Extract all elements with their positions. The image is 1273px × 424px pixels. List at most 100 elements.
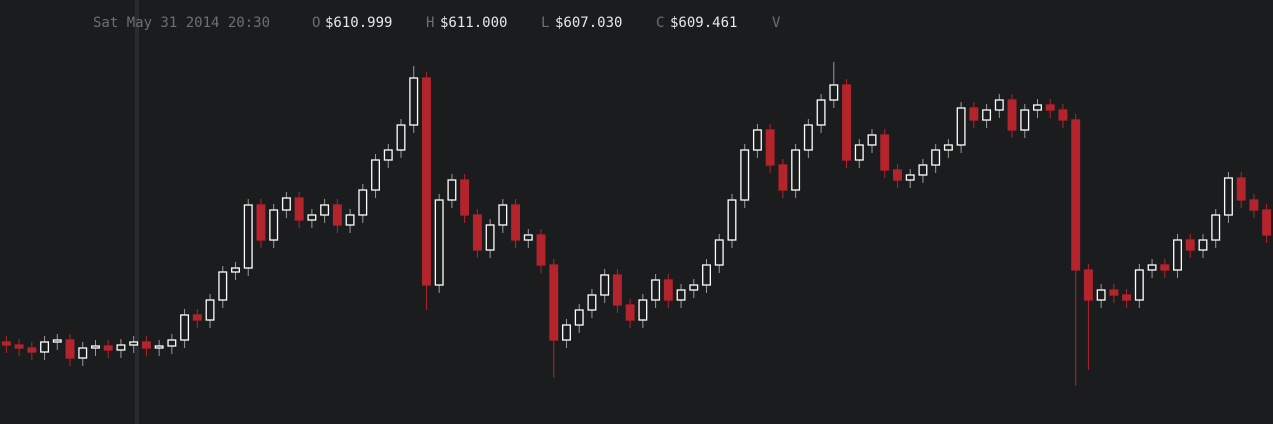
candle-body [549, 264, 559, 341]
candle-body [791, 149, 801, 191]
candle-body [892, 169, 902, 181]
candle-body [574, 309, 584, 326]
candle-body [1134, 269, 1144, 301]
candle-body [854, 144, 864, 161]
candle-body [702, 264, 711, 286]
candle-body [727, 199, 737, 241]
candle-body [307, 214, 317, 221]
candle-body [587, 294, 597, 311]
candle-body [1236, 177, 1246, 201]
candle-body [421, 77, 431, 286]
candle-body [1249, 199, 1259, 211]
candle-body [905, 174, 915, 181]
ohlc-key: O [312, 15, 320, 31]
candle-body [1020, 109, 1030, 131]
candle-body [281, 197, 291, 211]
candle-body [320, 204, 330, 216]
candle-body [1147, 264, 1157, 271]
candle-body [740, 149, 750, 201]
candle-body [982, 109, 992, 121]
candle-body [129, 341, 139, 346]
candle-body [231, 267, 240, 273]
candle-body [816, 99, 826, 126]
candle-body [1033, 104, 1042, 111]
candle-body [358, 189, 368, 216]
candle-body [154, 345, 164, 349]
candle-body [205, 299, 215, 321]
ohlc-key: C [656, 15, 664, 31]
candle-body [1007, 99, 1017, 131]
candle-body [1071, 119, 1081, 271]
candle-body [931, 149, 941, 166]
candle-body [842, 84, 852, 161]
candle-body [600, 274, 610, 296]
candle-body [485, 224, 495, 251]
candle-body [1198, 239, 1208, 251]
candle-body [1223, 177, 1233, 216]
candle-body [141, 341, 151, 349]
candle-body [1109, 289, 1119, 296]
candle-body [638, 299, 648, 321]
candle-body [663, 279, 673, 301]
candle-body [371, 159, 381, 191]
candle-body [829, 84, 839, 101]
candle-body [269, 209, 279, 241]
candle-body [409, 77, 419, 126]
candle-body [167, 339, 177, 347]
candle-body [1, 341, 11, 346]
candle-body [943, 144, 953, 151]
candle-body [498, 204, 508, 226]
candle-body [1096, 289, 1106, 301]
candle-body [447, 179, 457, 201]
candle-body [676, 289, 686, 301]
candle-body [867, 134, 877, 146]
ohlc-key: H [426, 15, 434, 31]
candle-body [562, 324, 571, 341]
candle-body [192, 314, 202, 321]
ohlc-value: $610.999 [325, 15, 392, 31]
candle-body [396, 124, 406, 151]
candle-body [612, 274, 622, 306]
ohlc-value: $607.030 [555, 15, 622, 31]
candle-body [14, 344, 24, 349]
candle-body [78, 347, 88, 359]
candle-body [256, 204, 266, 241]
candle-body [218, 271, 228, 301]
candle-body [689, 284, 699, 291]
candle-body [994, 99, 1004, 111]
candle-body [345, 214, 355, 226]
candle-body [752, 129, 762, 151]
candle-body [460, 179, 470, 216]
candle-body [1122, 294, 1132, 301]
ohlc-key: L [541, 15, 549, 31]
candle-body [1160, 264, 1170, 271]
header: Sat May 31 2014 20:30 O $610.999 H $611.… [93, 15, 781, 31]
candle-body [523, 234, 533, 241]
candle-body [40, 341, 50, 353]
candle-body [625, 304, 635, 321]
candle-body [91, 345, 100, 349]
candle-body [116, 344, 126, 351]
candle-body [1045, 104, 1055, 111]
candle-body [969, 107, 979, 121]
candle-body [294, 197, 304, 221]
ohlc-value: $609.461 [670, 15, 737, 31]
candle-body [65, 339, 75, 359]
candle-body [765, 129, 775, 166]
candle-body [511, 204, 521, 241]
candle-body [803, 124, 813, 151]
candle-body [1211, 214, 1221, 241]
candle-body [880, 134, 890, 171]
candle-body [27, 347, 37, 353]
candle-body [243, 204, 253, 269]
candle-body [434, 199, 444, 286]
candle-body [1083, 269, 1093, 301]
candle-body [383, 149, 393, 161]
candle-body [1185, 239, 1195, 251]
volume-key: V [772, 15, 781, 31]
candle-body [180, 314, 190, 341]
candle-body [332, 204, 342, 226]
candle-body [956, 107, 966, 146]
